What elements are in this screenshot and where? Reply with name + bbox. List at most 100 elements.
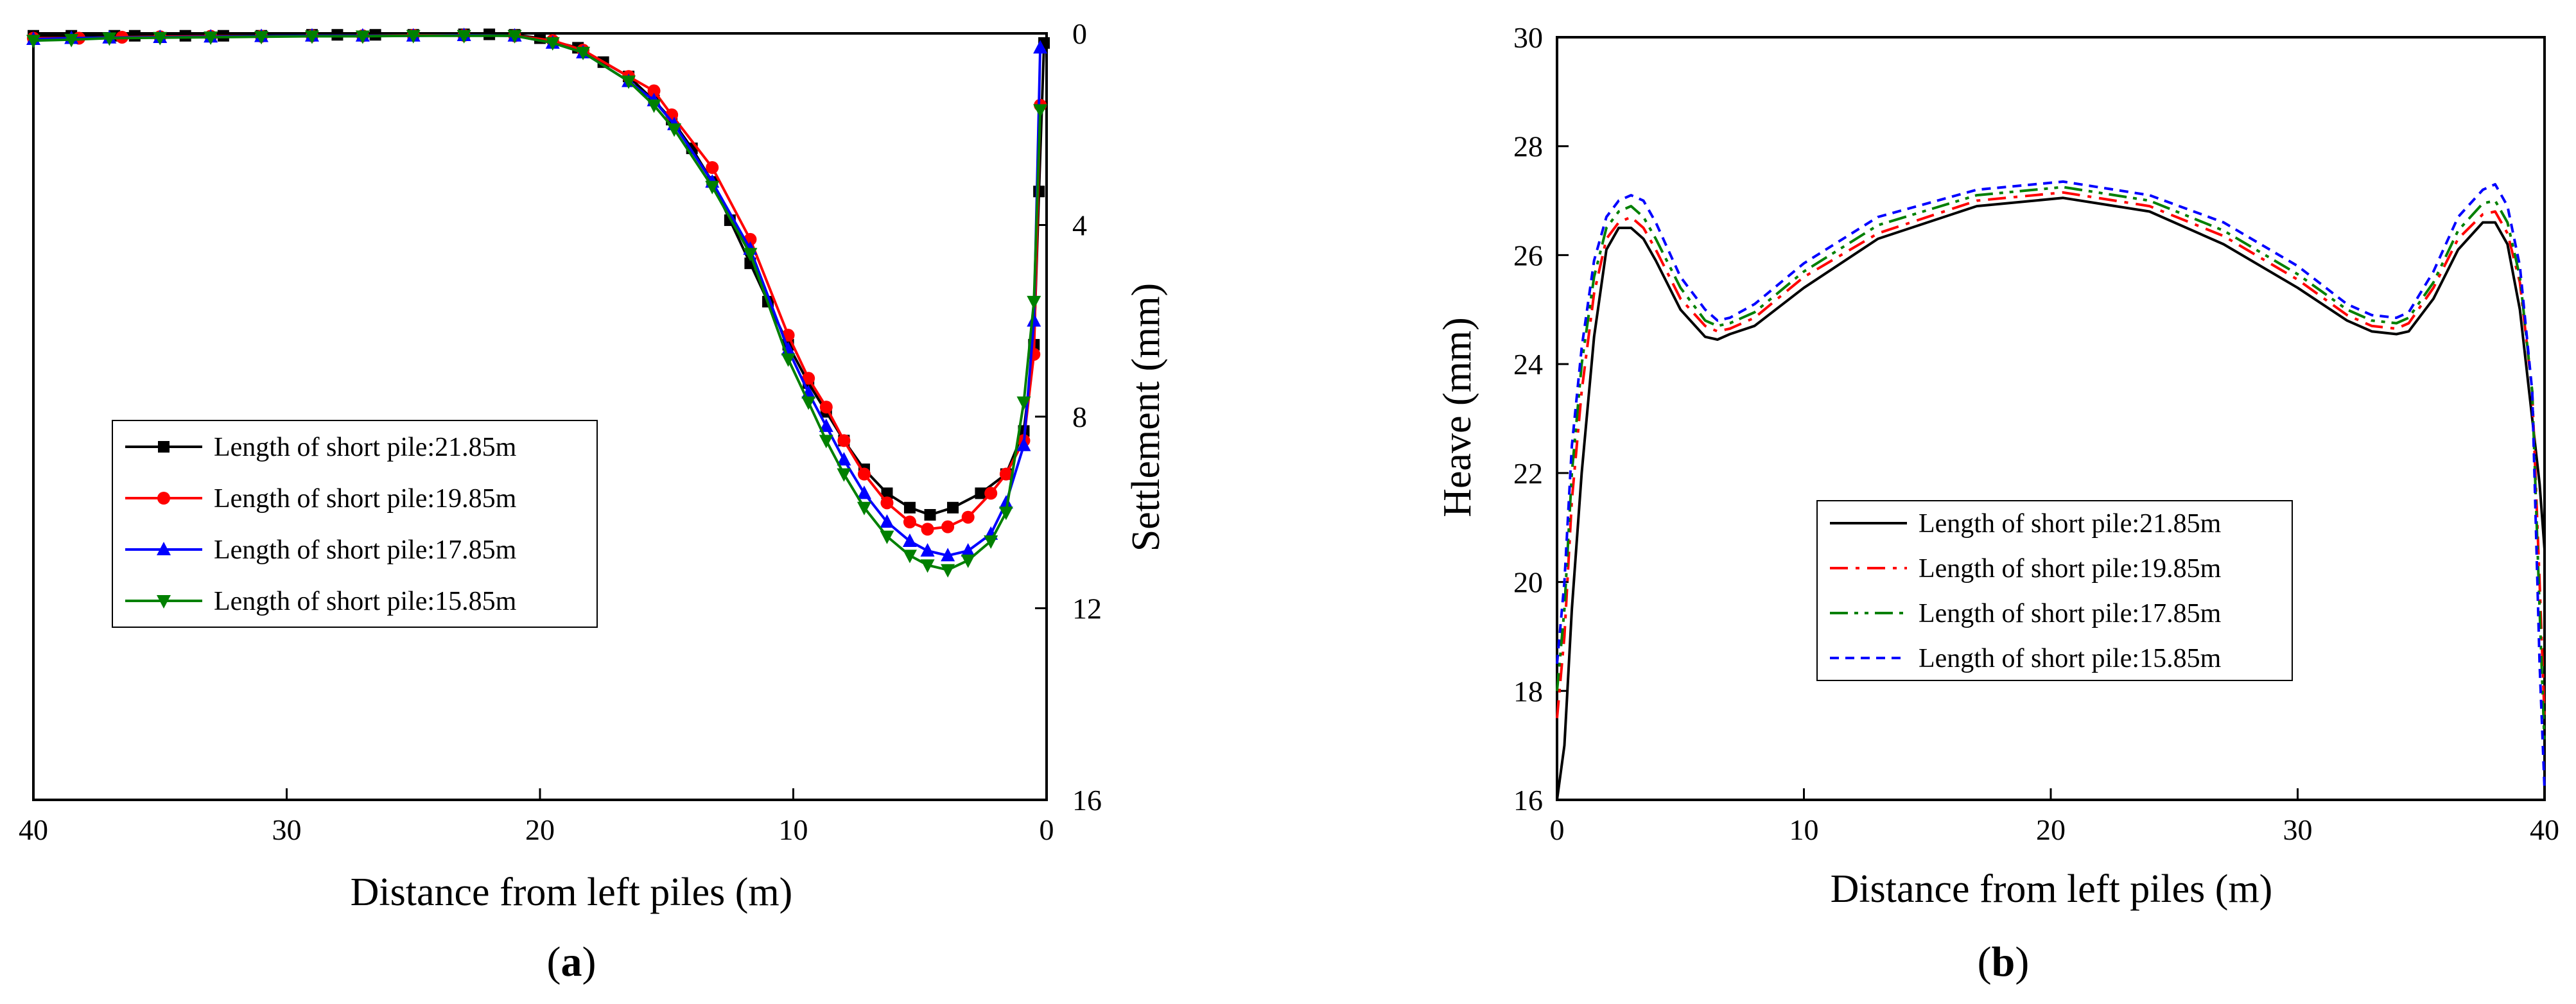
data-point — [1016, 396, 1031, 410]
legend-item: Length of short pile:15.85m — [125, 587, 517, 616]
data-point — [984, 535, 998, 550]
y-tick-label: 8 — [1072, 401, 1087, 433]
data-point — [355, 30, 370, 44]
caption-close: ) — [582, 939, 596, 985]
y-tick-label: 0 — [1072, 17, 1087, 50]
data-point — [254, 31, 269, 45]
data-point — [837, 452, 851, 466]
data-point — [406, 30, 421, 44]
data-point — [880, 530, 894, 544]
data-point — [457, 30, 471, 44]
data-point — [153, 31, 168, 46]
data-point — [857, 501, 871, 515]
data-point — [880, 496, 894, 510]
data-point — [819, 418, 833, 432]
data-point — [961, 542, 975, 557]
y-axis-title: Settlement (mm) — [1124, 283, 1168, 551]
data-point — [924, 508, 936, 521]
data-point — [920, 542, 935, 557]
legend-label: Length of short pile:19.85m — [214, 484, 517, 514]
x-axis-title: Distance from left piles (m) — [1831, 867, 2273, 911]
panel-caption: (b) — [1978, 939, 2030, 985]
series-line — [1556, 186, 2546, 746]
legend-frame — [1816, 500, 2293, 681]
data-point — [920, 559, 935, 573]
data-point — [576, 46, 591, 60]
data-point — [102, 32, 117, 46]
data-point — [705, 180, 720, 195]
caption-letter: a — [561, 939, 582, 985]
data-point — [819, 401, 833, 414]
data-point — [1027, 313, 1041, 327]
series-line — [1556, 196, 2546, 801]
legend-item: Length of short pile:17.85m — [1830, 599, 2222, 628]
series-line — [1556, 191, 2546, 718]
series-2 — [1556, 191, 2546, 718]
data-point — [64, 33, 79, 48]
x-tick-label: 0 — [1550, 813, 1565, 846]
legend-label: Length of short pile:15.85m — [214, 587, 517, 616]
series-layer — [1556, 180, 2546, 801]
legend-marker — [158, 441, 170, 453]
data-point — [961, 554, 975, 568]
x-tick-label: 0 — [1040, 813, 1054, 846]
tick-labels: 0 10 20 30 40 16 18 20 22 24 26 28 30 — [1513, 21, 2559, 846]
x-tick-label: 30 — [2283, 813, 2313, 846]
data-point — [304, 30, 319, 44]
series-1 — [1556, 196, 2546, 801]
legend-frame — [112, 420, 598, 628]
data-point — [26, 35, 40, 49]
data-point — [647, 84, 661, 98]
tick-marks — [32, 32, 1048, 801]
data-point — [204, 31, 218, 45]
data-point — [507, 30, 522, 44]
legend-item: Length of short pile:19.85m — [1830, 554, 2222, 584]
data-point — [961, 510, 975, 524]
data-point — [837, 434, 851, 447]
panel-a-settlement: 40 30 20 10 0 0 4 8 12 16 Distance from left pile… — [19, 17, 1168, 985]
legend-label: Length of short pile:21.85m — [1919, 509, 2222, 539]
data-point — [903, 501, 916, 514]
y-tick-label: 16 — [1072, 784, 1102, 817]
data-point — [984, 487, 998, 500]
data-point — [743, 248, 758, 262]
y-axis-title: Heave (mm) — [1436, 317, 1479, 517]
tick-marks — [1556, 36, 2546, 801]
x-tick-label: 40 — [19, 813, 48, 846]
series-line — [1556, 180, 2546, 790]
legend-item: Length of short pile:19.85m — [125, 484, 517, 514]
data-point — [1033, 104, 1048, 118]
data-point — [545, 37, 560, 51]
legend-item: Length of short pile:21.85m — [125, 433, 517, 462]
x-axis-title: Distance from left piles (m) — [351, 870, 793, 914]
data-point — [941, 548, 955, 562]
data-point — [998, 506, 1013, 521]
data-point — [999, 467, 1013, 481]
data-point — [802, 372, 815, 385]
legend-marker — [157, 492, 170, 505]
legend-label: Length of short pile:17.85m — [214, 535, 517, 565]
y-tick-label: 22 — [1513, 457, 1543, 490]
plot-frame — [1556, 36, 2546, 801]
legend-label: Length of short pile:21.85m — [214, 433, 517, 462]
x-tick-label: 40 — [2530, 813, 2559, 846]
caption-close: ) — [2015, 939, 2029, 985]
data-point — [706, 160, 719, 174]
y-tick-label: 18 — [1513, 675, 1543, 707]
series-4 — [1556, 180, 2546, 790]
legend: Length of short pile:21.85m Length of sho… — [112, 420, 598, 628]
y-tick-label: 28 — [1513, 130, 1543, 163]
caption-open: ( — [547, 939, 561, 985]
plot-frame — [32, 32, 1048, 801]
data-point — [941, 520, 955, 533]
legend-item: Length of short pile:21.85m — [1830, 509, 2222, 539]
x-tick-label: 30 — [272, 813, 302, 846]
data-point — [880, 514, 894, 528]
data-point — [647, 99, 661, 113]
legend-item: Length of short pile:15.85m — [1830, 644, 2222, 673]
data-point — [622, 75, 636, 89]
data-point — [1016, 437, 1031, 451]
legend: Length of short pile:21.85m Length of sho… — [1816, 500, 2293, 681]
y-tick-label: 12 — [1072, 593, 1102, 625]
